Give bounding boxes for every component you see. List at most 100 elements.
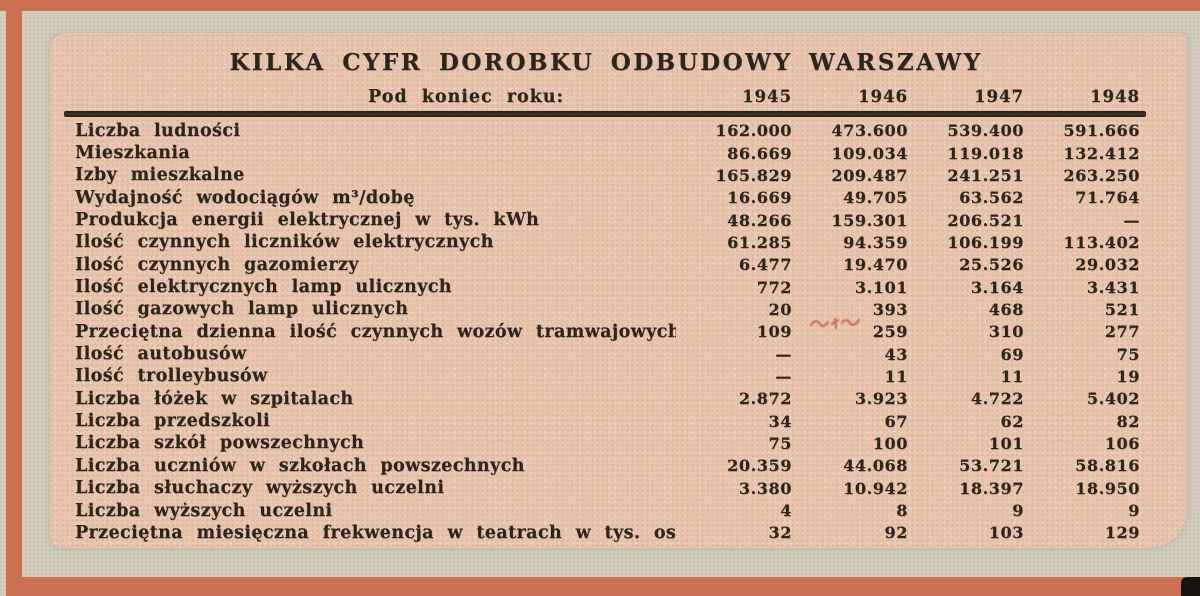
header-rule	[64, 111, 1146, 117]
row-value: 6.477	[738, 255, 792, 275]
row-value: 94.359	[843, 232, 908, 252]
year-header-1947: 1947	[974, 87, 1024, 106]
row-value: 113.402	[1063, 232, 1140, 252]
table-row: Ilość czynnych liczników elektrycznych 6…	[66, 231, 1140, 253]
row-label: Ilość czynnych liczników elektrycznych	[75, 232, 494, 253]
row-label: Ilość autobusów	[75, 344, 247, 365]
row-value: 92	[884, 523, 908, 543]
row-value: 61.285	[727, 232, 792, 252]
row-value: 53.721	[959, 456, 1024, 476]
row-value: 310	[988, 322, 1024, 342]
table-row: Ilość gazowych lamp ulicznych 20 393 468…	[66, 298, 1140, 320]
table-row: Liczba łóżek w szpitalach 2.872 3.923 4.…	[66, 388, 1140, 410]
table-row: Produkcja energii elektrycznej w tys. kW…	[66, 209, 1140, 231]
table-header-row: Pod koniec roku: 1945 1946 1947 1948	[66, 87, 1140, 107]
row-value: 3.164	[970, 277, 1024, 297]
row-value: 18.950	[1075, 478, 1140, 498]
row-value: 4	[780, 501, 792, 521]
frame-band-left	[6, 9, 22, 579]
row-value: 67	[884, 411, 908, 431]
row-value: 32	[768, 523, 792, 543]
table-row: Ilość trolleybusów — 11 11 19	[66, 365, 1140, 387]
row-value: 25.526	[959, 255, 1024, 275]
year-header-1946: 1946	[858, 87, 908, 106]
row-value: —	[775, 366, 792, 386]
row-value: 772	[756, 277, 792, 297]
row-value: 10.942	[843, 478, 908, 498]
table-row: Przeciętna dzienna ilość czynnych wozów …	[66, 321, 1140, 343]
row-label: Liczba przedszkoli	[75, 411, 271, 432]
row-value: —	[1123, 210, 1140, 230]
row-value: 58.816	[1075, 456, 1140, 476]
row-value: 539.400	[947, 121, 1024, 141]
row-value: 48.266	[727, 210, 792, 230]
row-value: 44.068	[843, 456, 908, 476]
table-row: Ilość elektrycznych lamp ulicznych 772 3…	[66, 276, 1140, 298]
row-value: 263.250	[1063, 165, 1140, 185]
table-row: Ilość autobusów — 43 69 75	[66, 343, 1140, 365]
frame-band-top	[0, 0, 1200, 11]
newspaper-clipping	[50, 33, 1187, 548]
row-value: 521	[1104, 299, 1140, 319]
row-value: 86.669	[727, 143, 792, 163]
row-value: 69	[1000, 344, 1024, 364]
row-label: Izby mieszkalne	[75, 165, 245, 186]
row-value: 468	[988, 299, 1024, 319]
row-label: Liczba uczniów w szkołach powszechnych	[75, 455, 525, 476]
row-value: 34	[768, 411, 792, 431]
row-label: Produkcja energii elektrycznej w tys. kW…	[75, 210, 540, 231]
row-value: 8	[896, 501, 908, 521]
table-row: Liczba wyższych uczelni 4 8 9 9	[66, 499, 1140, 521]
table-row: Liczba słuchaczy wyższych uczelni 3.380 …	[66, 477, 1140, 499]
row-label: Mieszkania	[75, 143, 191, 164]
row-value: 18.397	[959, 478, 1024, 498]
row-value: 29.032	[1075, 255, 1140, 275]
row-value: 162.000	[715, 121, 792, 141]
row-value: 82	[1116, 411, 1140, 431]
row-value: 103	[988, 523, 1024, 543]
table-row: Liczba ludności 162.000 473.600 539.400 …	[66, 120, 1140, 142]
row-value: 16.669	[727, 188, 792, 208]
row-label: Przeciętna miesięczna frekwencja w teatr…	[75, 522, 676, 543]
frame-band-bottom	[6, 577, 1200, 596]
year-header-1945: 1945	[742, 87, 792, 106]
table-row: Izby mieszkalne 165.829 209.487 241.251 …	[66, 164, 1140, 186]
row-value: 75	[1116, 344, 1140, 364]
row-label: Liczba szkół powszechnych	[75, 433, 365, 454]
year-header-1948: 1948	[1090, 87, 1140, 106]
row-value: 63.562	[959, 188, 1024, 208]
row-value: 20.359	[727, 456, 792, 476]
row-label: Liczba słuchaczy wyższych uczelni	[75, 478, 445, 499]
row-value: 4.722	[970, 389, 1024, 409]
row-label: Liczba ludności	[75, 120, 241, 141]
row-value: 159.301	[831, 210, 908, 230]
row-value: 393	[872, 299, 908, 319]
row-value: 277	[1104, 322, 1140, 342]
row-value: 11	[1000, 366, 1024, 386]
row-value: 71.764	[1075, 188, 1140, 208]
table-row: Mieszkania 86.669 109.034 119.018 132.41…	[66, 142, 1140, 164]
row-value: 206.521	[947, 210, 1024, 230]
row-label: Wydajność wodociągów m³/dobę	[75, 187, 415, 208]
row-value: 591.666	[1063, 121, 1140, 141]
row-value: 43	[884, 344, 908, 364]
row-value: 20	[768, 299, 792, 319]
row-value: 132.412	[1063, 143, 1140, 163]
row-label: Ilość elektrycznych lamp ulicznych	[75, 277, 452, 298]
row-value: 3.101	[854, 277, 908, 297]
row-value: 3.431	[1086, 277, 1140, 297]
row-label: Ilość trolleybusów	[75, 366, 268, 387]
table-row: Przeciętna miesięczna frekwencja w teatr…	[66, 522, 1140, 544]
row-label: Liczba łóżek w szpitalach	[75, 388, 354, 409]
row-value: 165.829	[715, 165, 792, 185]
row-value: 259	[872, 322, 908, 342]
row-value: 101	[988, 433, 1024, 453]
row-value: —	[775, 344, 792, 364]
row-value: 106.199	[947, 232, 1024, 252]
page-title: KILKA CYFR DOROBKU ODBUDOWY WARSZAWY	[229, 49, 983, 76]
row-value: 109	[756, 322, 792, 342]
row-value: 2.872	[738, 389, 792, 409]
row-label: Przeciętna dzienna ilość czynnych wozów …	[75, 321, 676, 342]
row-value: 11	[884, 366, 908, 386]
row-value: 129	[1104, 523, 1140, 543]
